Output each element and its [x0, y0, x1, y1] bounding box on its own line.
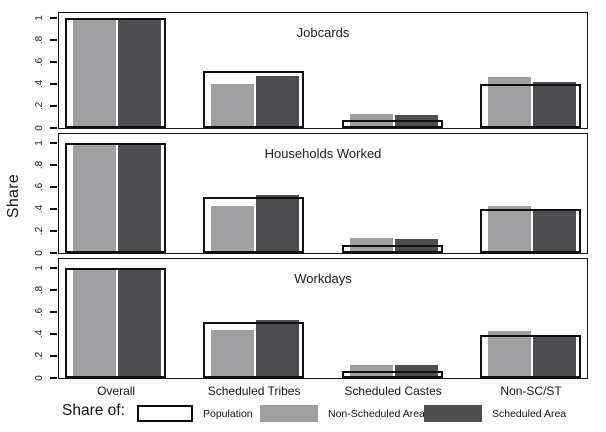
y-tick-label: .2	[34, 101, 45, 111]
bar-non-scheduled-area	[488, 331, 531, 378]
bar-group-overall	[65, 257, 166, 378]
y-tick-label: 0	[34, 375, 45, 381]
y-tick-label: .8	[34, 160, 45, 170]
bar-scheduled-area	[118, 143, 161, 253]
bar-non-scheduled-area	[73, 144, 116, 253]
y-tick-mark	[50, 208, 57, 210]
legend-label-non-scheduled-area: Non-Scheduled Area	[328, 408, 425, 420]
bar-group-scheduled-castes	[342, 132, 443, 253]
y-tick-mark	[50, 289, 57, 291]
y-tick-label: .8	[34, 35, 45, 45]
bar-population-outline	[342, 371, 443, 378]
y-tick-label: 1	[34, 140, 45, 146]
legend-label-scheduled-area: Scheduled Area	[492, 408, 567, 420]
y-tick-mark	[50, 39, 57, 41]
y-tick-mark	[50, 311, 57, 313]
x-axis-label-scheduled-tribes: Scheduled Tribes	[207, 384, 301, 398]
legend-swatch-population	[137, 405, 193, 422]
y-tick-label: .2	[34, 226, 45, 236]
bar-non-scheduled-area	[211, 206, 254, 253]
bar-scheduled-area	[118, 268, 161, 378]
bar-population-outline	[65, 18, 166, 128]
bar-group-overall	[65, 132, 166, 253]
y-tick-mark	[50, 142, 57, 144]
y-tick-mark	[50, 377, 57, 379]
y-tick-label: 1	[34, 15, 45, 21]
y-tick-mark	[50, 355, 57, 357]
panel-title: Jobcards	[296, 25, 350, 40]
bar-group-scheduled-tribes	[203, 11, 304, 128]
bar-group-scheduled-castes	[342, 257, 443, 378]
legend-swatch-scheduled-area	[424, 405, 482, 422]
y-tick-mark	[50, 333, 57, 335]
y-tick-label: .4	[34, 79, 45, 89]
y-tick-label: 1	[34, 265, 45, 271]
y-tick-mark	[50, 186, 57, 188]
y-tick-label: .4	[34, 204, 45, 214]
y-tick-mark	[50, 17, 57, 19]
bar-population-outline	[480, 209, 581, 253]
bar-population-outline	[342, 120, 443, 128]
bar-group-overall	[65, 11, 166, 128]
bar-non-scheduled-area	[488, 206, 531, 253]
bar-non-scheduled-area	[211, 330, 254, 378]
y-axis-title: Share	[5, 173, 22, 219]
legend-prefix: Share of:	[62, 402, 125, 419]
panel-jobcards: Jobcards 0.2.4.6.8 1	[34, 11, 588, 131]
bar-scheduled-area	[256, 320, 299, 378]
x-axis-label-scheduled-castes: Scheduled Castes	[344, 384, 442, 398]
bar-population-outline	[203, 197, 304, 253]
y-tick-mark	[50, 164, 57, 166]
bar-population-outline	[65, 268, 166, 378]
y-tick-mark	[50, 83, 57, 85]
bar-group-non-sc-st	[480, 11, 581, 128]
y-tick-mark	[50, 267, 57, 269]
y-tick-mark	[50, 252, 57, 254]
y-tick-mark	[50, 61, 57, 63]
bar-non-scheduled-area	[73, 269, 116, 378]
bar-scheduled-area	[533, 209, 576, 253]
bar-population-outline	[65, 143, 166, 253]
bar-scheduled-area	[256, 195, 299, 253]
bar-population-outline	[203, 71, 304, 128]
bar-population-outline	[480, 84, 581, 128]
panel-households-worked: Households Worked 0.2.4.6.8 1	[34, 132, 588, 256]
bar-population-outline	[480, 335, 581, 378]
bar-non-scheduled-area	[211, 84, 254, 128]
y-tick-label: .6	[34, 182, 45, 192]
panel-title: Households Worked	[264, 146, 382, 161]
bar-population-outline	[342, 245, 443, 253]
y-tick-label: .4	[34, 329, 45, 339]
bar-population-outline	[203, 322, 304, 378]
bar-non-scheduled-area	[73, 19, 116, 128]
legend-swatch-non-scheduled-area	[260, 405, 318, 422]
bar-group-scheduled-castes	[342, 11, 443, 128]
panel-workdays: Workdays 0 .2 .4 .6 .8 1	[34, 257, 588, 381]
y-tick-label: .6	[34, 307, 45, 317]
x-axis-label-overall: Overall	[97, 384, 136, 398]
x-axis-label-non-sc-st: Non-SC/ST	[500, 384, 562, 398]
panel-title: Workdays	[294, 271, 352, 286]
y-tick-label: .2	[34, 351, 45, 361]
y-tick-label: .8	[34, 285, 45, 295]
y-tick-mark	[50, 127, 57, 129]
bar-scheduled-area	[533, 82, 576, 128]
y-tick-mark	[50, 105, 57, 107]
y-tick-mark	[50, 230, 57, 232]
y-tick-label: .6	[34, 57, 45, 67]
bar-group-scheduled-tribes	[203, 257, 304, 378]
bar-scheduled-area	[118, 18, 161, 128]
bar-group-non-sc-st	[480, 257, 581, 378]
legend: Share of: Population Non-Scheduled Area …	[0, 401, 606, 429]
bar-scheduled-area	[533, 337, 576, 378]
bar-scheduled-area	[256, 76, 299, 128]
legend-label-population: Population	[203, 408, 253, 420]
bar-group-non-sc-st	[480, 132, 581, 253]
bar-group-scheduled-tribes	[203, 132, 304, 253]
